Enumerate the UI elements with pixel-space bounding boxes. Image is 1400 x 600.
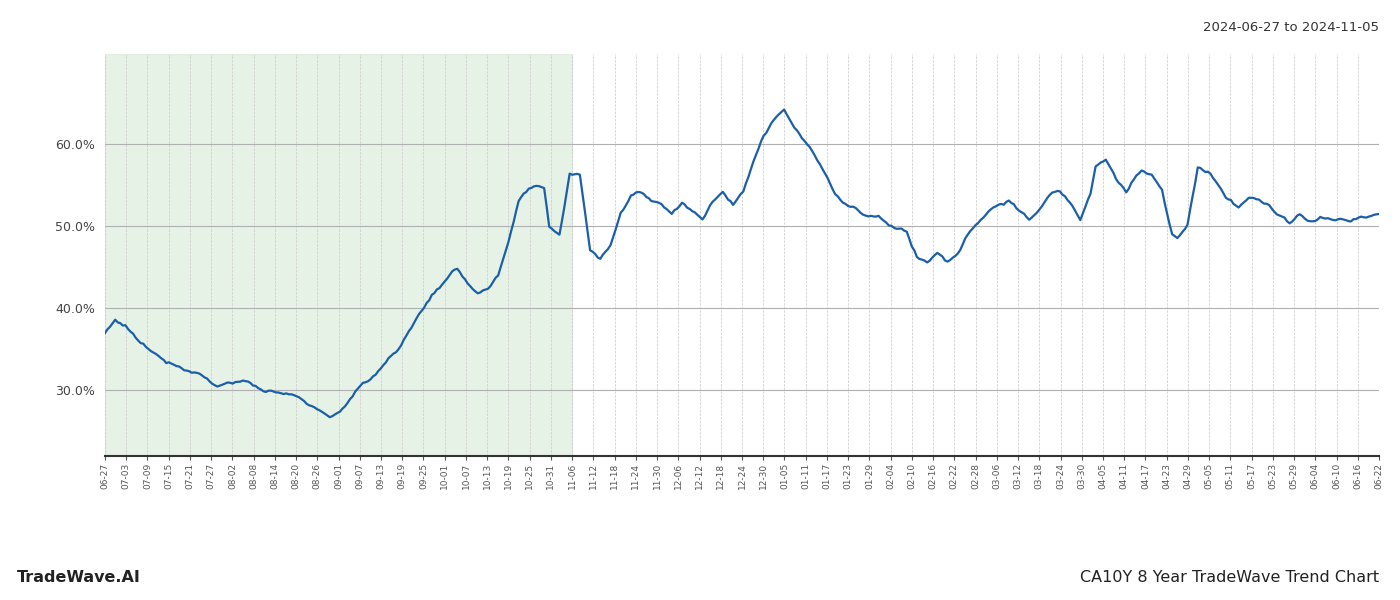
Text: TradeWave.AI: TradeWave.AI — [17, 570, 140, 585]
Text: 2024-06-27 to 2024-11-05: 2024-06-27 to 2024-11-05 — [1203, 21, 1379, 34]
Bar — [105, 54, 573, 456]
Text: CA10Y 8 Year TradeWave Trend Chart: CA10Y 8 Year TradeWave Trend Chart — [1079, 570, 1379, 585]
